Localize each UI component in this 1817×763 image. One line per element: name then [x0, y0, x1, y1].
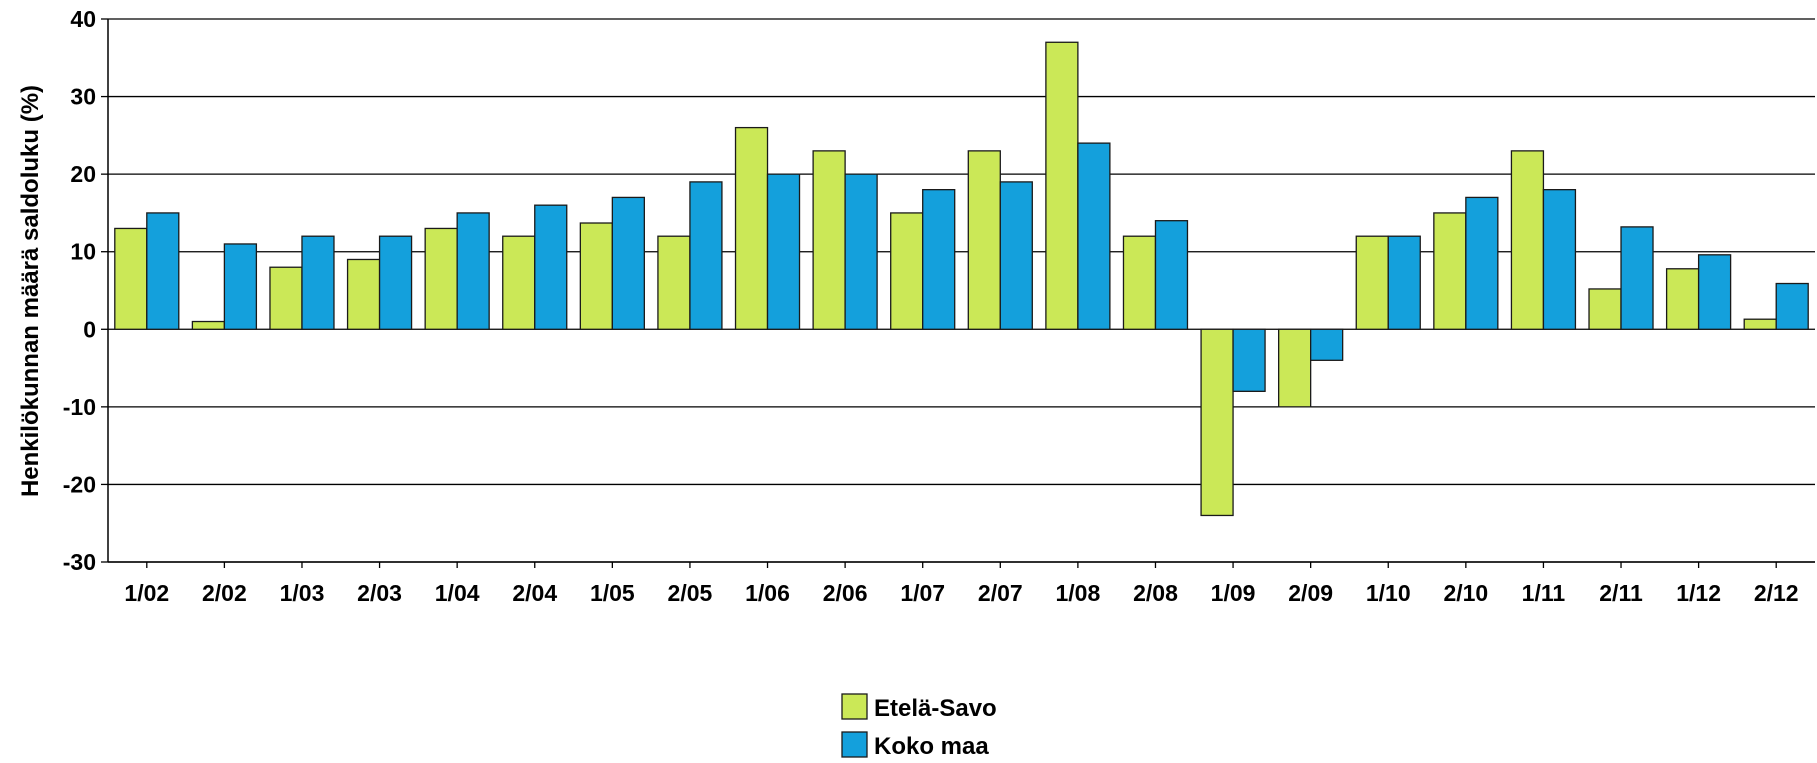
y-tick-label: -20 — [63, 471, 96, 497]
x-tick-label: 2/06 — [823, 580, 868, 606]
bar-etela-savo — [1355, 235, 1389, 330]
bar-koko-maa — [1310, 328, 1344, 361]
bar-etela-savo — [890, 212, 924, 330]
bar-koko-maa — [1077, 142, 1111, 330]
x-tick-label: 2/02 — [202, 580, 247, 606]
bar-etela-savo — [734, 126, 769, 330]
x-tick-label: 2/11 — [1599, 580, 1643, 606]
x-tick-label: 2/04 — [512, 580, 557, 606]
bar-etela-savo — [1278, 328, 1312, 408]
y-axis-title: Henkilökunnan määrä saldoluku (%) — [17, 85, 44, 497]
legend: Etelä-Savo Koko maa — [841, 693, 997, 760]
x-tick-label: 1/09 — [1211, 580, 1256, 606]
bar-koko-maa — [611, 196, 645, 330]
x-tick-label: 1/08 — [1056, 580, 1101, 606]
bar-koko-maa — [1387, 235, 1421, 330]
x-tick-label: 1/06 — [745, 580, 790, 606]
bar-koko-maa — [146, 212, 180, 330]
bar-koko-maa — [378, 235, 413, 330]
bar-etela-savo — [1665, 268, 1700, 330]
x-tick-label: 1/07 — [900, 580, 945, 606]
legend-swatch — [841, 731, 868, 758]
bar-koko-maa — [999, 181, 1033, 330]
bar-etela-savo — [1200, 328, 1234, 517]
bar-koko-maa — [922, 189, 956, 330]
bar-etela-savo — [114, 227, 148, 330]
bar-koko-maa — [766, 173, 801, 330]
y-tick-label: -30 — [63, 549, 96, 575]
bar-etela-savo — [812, 150, 846, 330]
legend-label: Koko maa — [874, 733, 989, 760]
bar-etela-savo — [424, 227, 458, 330]
y-tick-label: 10 — [70, 239, 96, 265]
y-tick-label: 30 — [70, 84, 96, 110]
bar-koko-maa — [1465, 196, 1499, 330]
x-tick-label: 2/05 — [668, 580, 713, 606]
bar-etela-savo — [269, 266, 303, 330]
bar-etela-savo — [1743, 318, 1777, 330]
bar-etela-savo — [502, 235, 536, 330]
bar-etela-savo — [346, 258, 381, 330]
x-tick-label: 1/12 — [1676, 580, 1721, 606]
bar-etela-savo — [1510, 150, 1545, 330]
bar-etela-savo — [657, 235, 691, 330]
bar-koko-maa — [1697, 254, 1732, 330]
bar-koko-maa — [1775, 282, 1809, 330]
y-tick-labels: 40 30 20 10 0 -10 -20 -30 — [63, 6, 108, 575]
x-tick-label: 2/07 — [978, 580, 1023, 606]
bar-etela-savo — [191, 320, 226, 330]
x-tick-label: 2/03 — [357, 580, 402, 606]
x-tick-label: 2/08 — [1133, 580, 1178, 606]
bar-koko-maa — [1542, 189, 1577, 330]
bar-koko-maa — [1154, 220, 1189, 330]
bar-koko-maa — [1620, 226, 1654, 330]
x-tick-label: 1/04 — [435, 580, 480, 606]
bar-koko-maa — [456, 212, 490, 330]
bar-etela-savo — [1433, 212, 1467, 330]
bar-koko-maa — [689, 181, 723, 330]
x-tick-label: 1/05 — [590, 580, 635, 606]
bar-koko-maa — [1232, 328, 1266, 392]
legend-swatch — [841, 693, 868, 720]
bar-etela-savo — [1588, 288, 1622, 330]
y-tick-label: 0 — [83, 316, 96, 342]
bar-koko-maa — [223, 243, 258, 330]
y-tick-label: -10 — [63, 394, 96, 420]
x-tick-label: 2/12 — [1754, 580, 1799, 606]
x-tick-label: 1/10 — [1366, 580, 1411, 606]
y-tick-label: 40 — [70, 6, 96, 32]
bar-koko-maa — [301, 235, 335, 330]
bar-koko-maa — [534, 204, 568, 330]
x-tick-label: 1/03 — [280, 580, 325, 606]
bar-etela-savo — [967, 150, 1001, 330]
x-tick-label: 1/02 — [124, 580, 169, 606]
x-tick-label: 2/09 — [1288, 580, 1333, 606]
x-tick-label: 2/10 — [1443, 580, 1488, 606]
y-tick-label: 20 — [70, 161, 96, 187]
bar-etela-savo — [579, 222, 613, 330]
x-tick-label: 1/11 — [1522, 580, 1566, 606]
x-tick-labels: 1/02 2/02 1/03 2/03 1/04 2/04 1/05 2/05 1/06 2/06… — [124, 562, 1799, 606]
axes — [107, 19, 1815, 563]
bar-koko-maa — [844, 173, 878, 330]
bar-etela-savo — [1045, 41, 1079, 330]
bars — [114, 41, 1809, 517]
legend-label: Etelä-Savo — [874, 695, 997, 722]
bar-etela-savo — [1122, 235, 1157, 330]
